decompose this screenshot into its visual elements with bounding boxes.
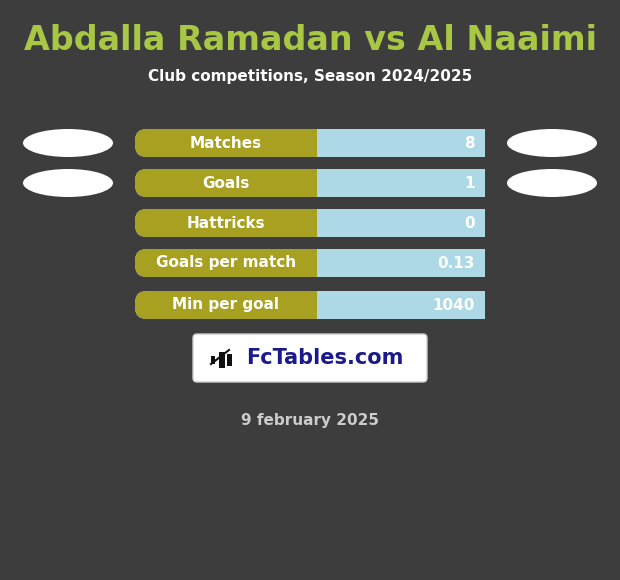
Text: 1040: 1040 [433, 298, 475, 313]
Text: FcTables.com: FcTables.com [246, 348, 404, 368]
FancyBboxPatch shape [135, 129, 485, 157]
Bar [219, 352, 225, 368]
Text: Abdalla Ramadan vs Al Naaimi: Abdalla Ramadan vs Al Naaimi [24, 24, 596, 56]
Text: Hattricks: Hattricks [187, 216, 265, 230]
FancyBboxPatch shape [135, 169, 485, 197]
Bar [227, 354, 232, 366]
Bar [317, 129, 485, 157]
FancyBboxPatch shape [135, 169, 485, 197]
Text: 0: 0 [464, 216, 475, 230]
Text: 1: 1 [464, 176, 475, 190]
Text: Goals: Goals [202, 176, 250, 190]
Text: 0.13: 0.13 [438, 256, 475, 270]
FancyBboxPatch shape [135, 209, 485, 237]
Bar [211, 356, 215, 364]
FancyBboxPatch shape [135, 249, 485, 277]
FancyBboxPatch shape [135, 291, 485, 319]
Ellipse shape [23, 169, 113, 197]
Bar [317, 169, 485, 197]
FancyBboxPatch shape [135, 249, 485, 277]
Text: Club competitions, Season 2024/2025: Club competitions, Season 2024/2025 [148, 70, 472, 85]
Ellipse shape [507, 169, 597, 197]
FancyBboxPatch shape [135, 129, 485, 157]
Bar [317, 209, 485, 237]
Text: Min per goal: Min per goal [172, 298, 280, 313]
FancyBboxPatch shape [193, 334, 427, 382]
Ellipse shape [23, 129, 113, 157]
FancyBboxPatch shape [135, 291, 485, 319]
Bar [317, 249, 485, 277]
Text: 8: 8 [464, 136, 475, 150]
FancyBboxPatch shape [135, 209, 485, 237]
Text: Goals per match: Goals per match [156, 256, 296, 270]
Ellipse shape [507, 129, 597, 157]
Bar [317, 291, 485, 319]
Text: 9 february 2025: 9 february 2025 [241, 412, 379, 427]
Text: Matches: Matches [190, 136, 262, 150]
